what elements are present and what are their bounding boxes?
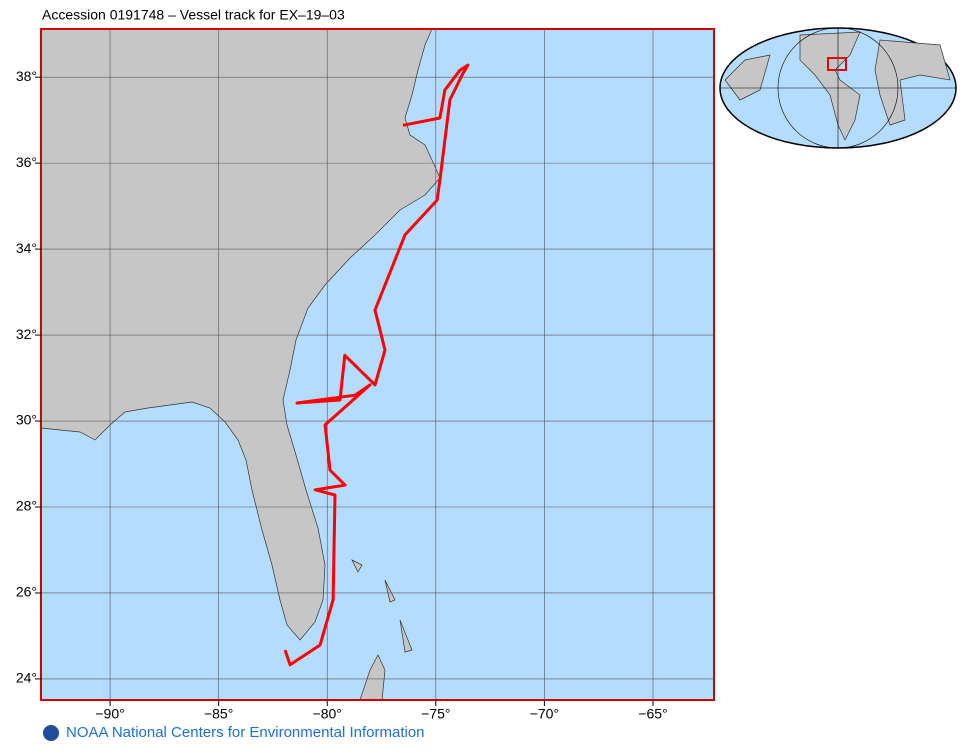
noaa-logo [43, 725, 59, 741]
x-tick-label: −70° [530, 706, 559, 722]
footer: NOAA National Centers for Environmental … [66, 724, 425, 741]
map-frame [40, 28, 715, 701]
y-tick-label: 32° [16, 326, 37, 342]
y-tick-label: 24° [16, 670, 37, 686]
x-tick-label: −75° [421, 706, 450, 722]
title: Accession 0191748 – Vessel track for EX–… [42, 7, 345, 23]
vessel-track [283, 63, 470, 667]
x-tick-label: −65° [638, 706, 667, 722]
y-tick-label: 36° [16, 154, 37, 170]
inset-globe [719, 27, 957, 149]
bahamas [351, 559, 413, 653]
x-tick-label: −90° [95, 706, 124, 722]
y-tick-label: 38° [16, 68, 37, 84]
land [40, 28, 441, 641]
y-tick-label: 34° [16, 240, 37, 256]
x-tick-label: −85° [204, 706, 233, 722]
y-tick-label: 30° [16, 412, 37, 428]
y-tick-label: 26° [16, 584, 37, 600]
y-tick-label: 28° [16, 498, 37, 514]
x-tick-label: −80° [313, 706, 342, 722]
